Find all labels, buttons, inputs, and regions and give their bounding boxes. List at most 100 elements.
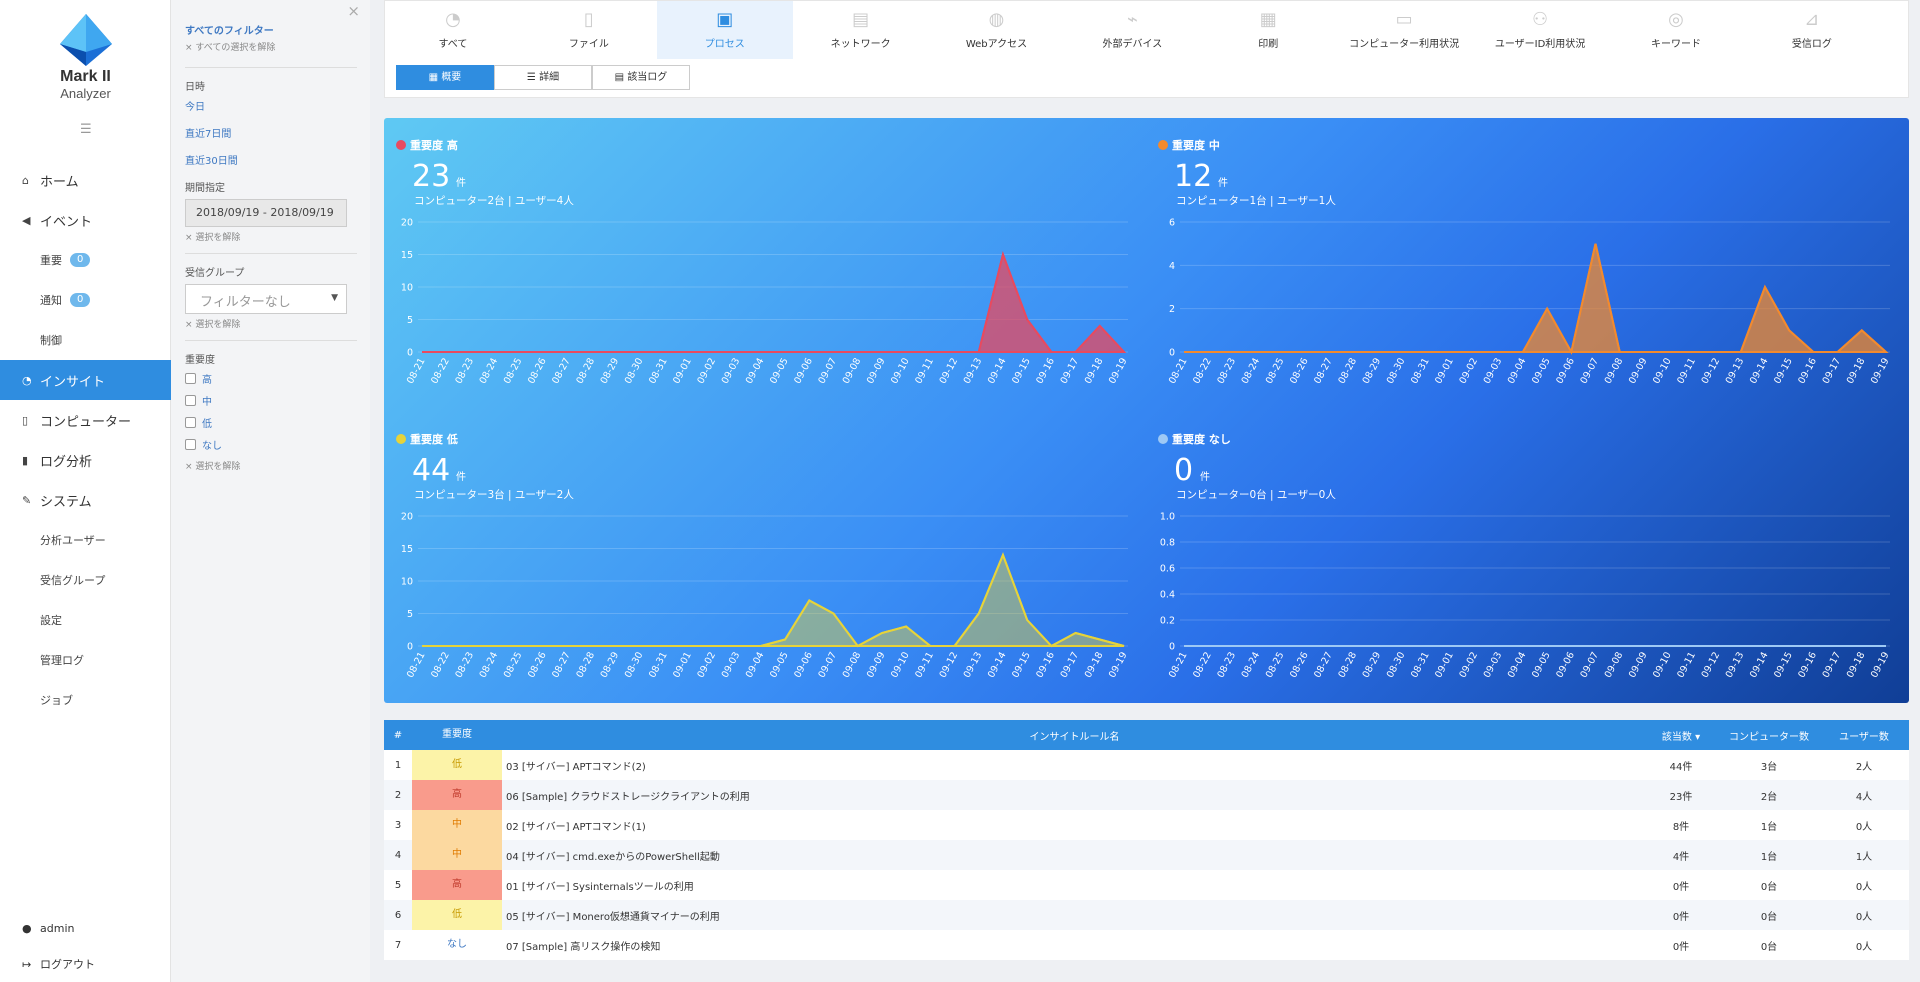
x-tick-label: 09-12 [938, 650, 961, 680]
x-tick-label: 08-22 [429, 356, 452, 386]
sidebar-item-system[interactable]: ✎ システム [0, 480, 171, 520]
y-tick-label: 0.2 [1160, 616, 1175, 627]
date-today[interactable]: 今日 [185, 102, 205, 113]
sidebar-item-log-analysis[interactable]: ▮ ログ分析 [0, 440, 171, 480]
checkbox[interactable] [185, 373, 196, 384]
severity-low-checkbox[interactable]: 低 [185, 415, 357, 430]
table-row[interactable]: 3 中 02 [サイバー] APTコマンド(1) 8件 1台 0人 [384, 810, 1909, 840]
tab-category[interactable]: ◎ キーワード [1608, 1, 1744, 59]
table-row[interactable]: 5 高 01 [サイバー] Sysinternalsツールの利用 0件 0台 0人 [384, 870, 1909, 900]
x-tick-label: 08-25 [502, 356, 525, 386]
tab-category[interactable]: ◍ Webアクセス [929, 1, 1065, 59]
row-count: 0件 [1672, 881, 1690, 893]
tab-category[interactable]: ▤ ネットワーク [793, 1, 929, 59]
clear-all-link[interactable]: × すべての選択を解除 [185, 43, 276, 53]
table-row[interactable]: 1 低 03 [サイバー] APTコマンド(2) 44件 3台 2人 [384, 750, 1909, 780]
search-icon: ◎ [1668, 9, 1684, 30]
tab-category[interactable]: ▯ ファイル [521, 1, 657, 59]
sidebar-item-insight[interactable]: ◔ インサイト [0, 360, 171, 400]
col-computers[interactable]: コンピューター数 [1729, 731, 1809, 743]
clear-period-link[interactable]: × 選択を解除 [185, 233, 241, 243]
menu-toggle-icon[interactable]: ☰ [80, 122, 92, 137]
table-row[interactable]: 6 低 05 [サイバー] Monero仮想通貨マイナーの利用 0件 0台 0人 [384, 900, 1909, 930]
period-input[interactable]: 2018/09/19 - 2018/09/19 [185, 199, 347, 227]
x-tick-label: 09-15 [1772, 356, 1795, 386]
tab-category[interactable]: ⌁ 外部デバイス [1064, 1, 1200, 59]
row-num: 3 [394, 819, 402, 831]
sidebar-item-analysis-users[interactable]: 分析ユーザー [0, 520, 171, 560]
x-tick-label: 09-18 [1845, 650, 1868, 680]
close-icon[interactable]: × [347, 2, 360, 20]
checkbox-label: 高 [202, 375, 212, 386]
sidebar-item-jobs[interactable]: ジョブ [0, 680, 171, 720]
col-count[interactable]: 該当数 ▾ [1661, 731, 1701, 743]
tab-label: 受信ログ [1791, 39, 1832, 50]
tab-category[interactable]: ◔ すべて [385, 1, 521, 59]
clear-severity-link[interactable]: × 選択を解除 [185, 462, 241, 472]
sidebar-item-important[interactable]: 重要 0 [0, 240, 171, 280]
col-users[interactable]: ユーザー数 [1839, 731, 1889, 743]
row-computers: 3台 [1760, 761, 1778, 773]
col-severity[interactable]: 重要度 [442, 729, 472, 740]
severity-high-checkbox[interactable]: 高 [185, 371, 357, 386]
row-computers: 0台 [1760, 941, 1778, 953]
x-tick-label: 09-05 [1530, 356, 1553, 386]
checkbox[interactable] [185, 395, 196, 406]
sidebar-item-computer[interactable]: ▯ コンピューター [0, 400, 171, 440]
user-menu[interactable]: ● admin [0, 910, 171, 946]
logout-button[interactable]: ↦ ログアウト [0, 946, 171, 982]
table-row[interactable]: 2 高 06 [Sample] クラウドストレージクライアントの利用 23件 2台 4人 [384, 780, 1909, 810]
x-tick-label: 08-29 [599, 650, 622, 680]
severity-mid-checkbox[interactable]: 中 [185, 393, 357, 408]
x-tick-label: 09-13 [1724, 356, 1747, 386]
series-area [1184, 243, 1889, 355]
sidebar-item-admin-log[interactable]: 管理ログ [0, 640, 171, 680]
sidebar-item-label: イベント [40, 214, 93, 230]
sidebar-item-receive-groups[interactable]: 受信グループ [0, 560, 171, 600]
logout-label: ログアウト [40, 958, 95, 971]
x-tick-label: 09-16 [1796, 356, 1819, 386]
x-tick-label: 09-06 [792, 356, 815, 386]
period-title: 期間指定 [185, 183, 225, 194]
sidebar-item-notify[interactable]: 通知 0 [0, 280, 171, 320]
group-select[interactable]: フィルターなし ▼ [185, 284, 347, 314]
date-last30[interactable]: 直近30日間 [185, 156, 238, 167]
tab-category[interactable]: ▦ 印刷 [1200, 1, 1336, 59]
tab-category[interactable]: ▣ プロセス [656, 1, 793, 59]
x-tick-label: 09-13 [962, 356, 985, 386]
severity-none-checkbox[interactable]: なし [185, 437, 357, 452]
group-title: 受信グループ [185, 268, 245, 279]
table-row[interactable]: 4 中 04 [サイバー] cmd.exeからのPowerShell起動 4件 1台 1人 [384, 840, 1909, 870]
sidebar-item-settings[interactable]: 設定 [0, 600, 171, 640]
sidebar-item-home[interactable]: ⌂ ホーム [0, 160, 171, 200]
table-row[interactable]: 7 なし 07 [Sample] 高リスク操作の検知 0件 0台 0人 [384, 930, 1909, 960]
x-tick-label: 09-15 [1772, 650, 1795, 680]
logo[interactable]: Mark II Analyzer [0, 14, 171, 101]
tab-detail[interactable]: ☰ 詳細 [494, 65, 592, 90]
x-tick-label: 09-04 [744, 356, 767, 386]
sidebar-bottom: ● admin ↦ ログアウト [0, 910, 171, 982]
checkbox[interactable] [185, 417, 196, 428]
x-tick-label: 08-23 [453, 356, 476, 386]
tab-category[interactable]: ⊿ 受信ログ [1744, 1, 1880, 59]
tab-matching-logs[interactable]: ▤ 該当ログ [592, 65, 690, 90]
x-tick-label: 09-07 [816, 356, 839, 386]
checkbox[interactable] [185, 439, 196, 450]
megaphone-icon: ◀ [22, 213, 31, 227]
sidebar: Mark II Analyzer ☰ ⌂ ホーム ◀ イベント 重要 0 通知 0 制御… [0, 0, 171, 982]
chart-count: 0 [1174, 453, 1193, 488]
x-tick-label: 09-12 [1700, 650, 1723, 680]
x-tick-label: 08-25 [1264, 356, 1287, 386]
tab-summary[interactable]: ▦ 概要 [396, 65, 494, 90]
col-rule[interactable]: インサイトルール名 [1029, 731, 1120, 743]
clear-group-link[interactable]: × 選択を解除 [185, 320, 241, 330]
tab-category[interactable]: ▭ コンピューター利用状況 [1336, 1, 1472, 59]
x-tick-label: 08-30 [1385, 356, 1408, 386]
x-tick-label: 09-14 [986, 650, 1009, 680]
sidebar-item-control[interactable]: 制御 [0, 320, 171, 360]
date-last7[interactable]: 直近7日間 [185, 129, 232, 140]
x-tick-label: 09-01 [1433, 356, 1456, 386]
tab-category[interactable]: ⚇ ユーザーID利用状況 [1472, 1, 1608, 59]
sidebar-item-events[interactable]: ◀ イベント [0, 200, 171, 240]
